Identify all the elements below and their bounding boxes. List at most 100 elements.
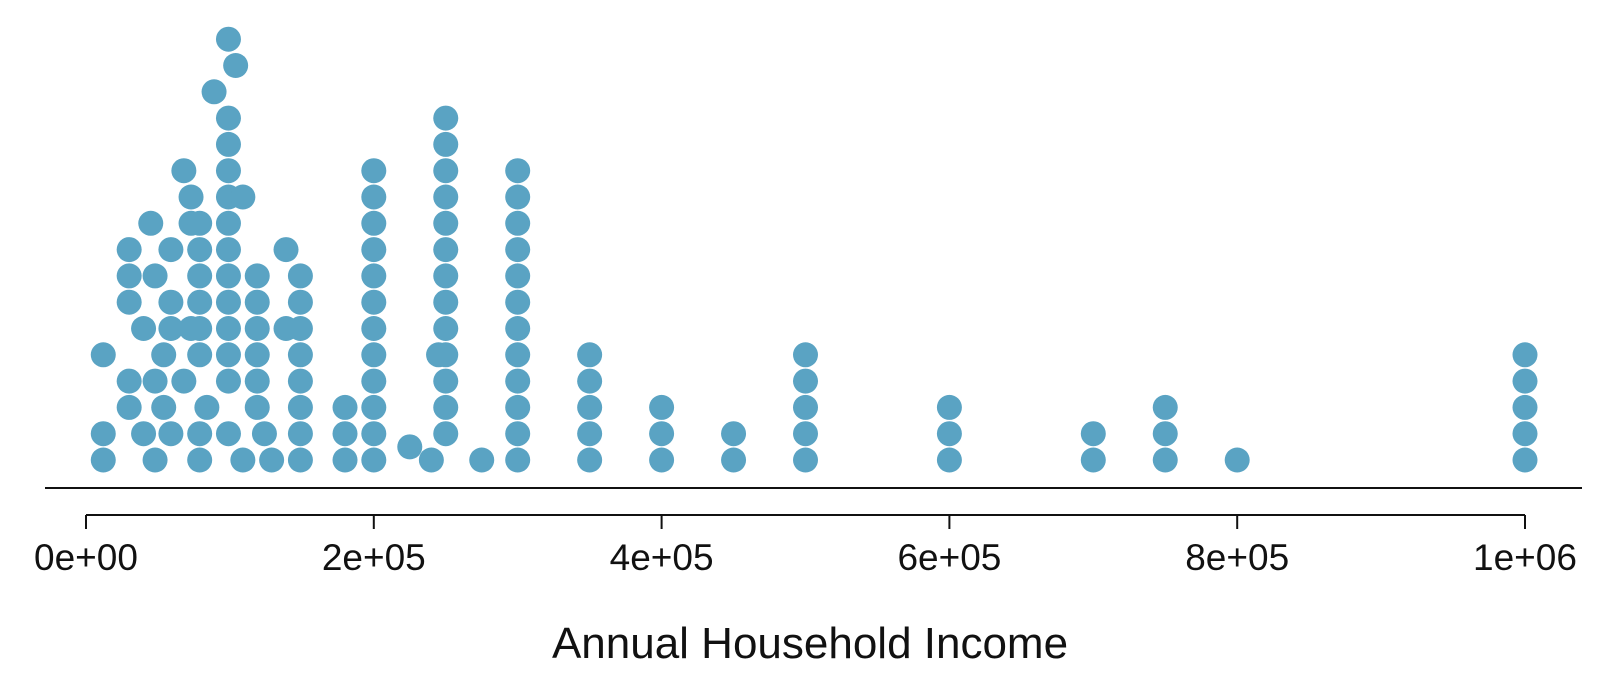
data-point <box>577 342 603 368</box>
data-point <box>505 447 531 473</box>
x-tick-label: 1e+06 <box>1473 537 1577 578</box>
data-point <box>1512 368 1538 394</box>
data-point <box>361 210 387 236</box>
data-point <box>287 394 313 420</box>
data-point <box>433 342 459 368</box>
x-axis: 0e+00 2e+05 4e+05 6e+05 8e+05 1e+06 <box>34 514 1577 578</box>
x-axis-label: Annual Household Income <box>552 619 1068 668</box>
data-point <box>361 368 387 394</box>
data-point <box>178 184 204 210</box>
data-point <box>215 421 241 447</box>
data-point <box>649 421 675 447</box>
data-point <box>187 447 213 473</box>
data-point <box>244 316 270 341</box>
data-point <box>244 289 270 315</box>
data-point <box>244 342 270 368</box>
data-point <box>332 447 358 473</box>
data-point <box>433 158 459 184</box>
data-point <box>230 184 256 210</box>
data-point <box>361 158 387 184</box>
data-point <box>1080 421 1106 447</box>
data-point <box>793 394 818 420</box>
data-point <box>433 105 459 131</box>
data-point <box>215 263 241 289</box>
data-point <box>433 263 459 289</box>
data-point <box>433 131 459 157</box>
data-point <box>273 237 299 263</box>
data-point <box>251 421 277 447</box>
data-point <box>361 184 387 210</box>
data-point <box>215 158 241 184</box>
x-tick-label: 6e+05 <box>897 537 1001 578</box>
data-point <box>201 79 227 105</box>
data-point <box>721 447 747 473</box>
data-point <box>1512 421 1538 447</box>
data-point <box>332 394 358 420</box>
data-point <box>936 394 962 420</box>
data-point <box>215 26 241 52</box>
data-point <box>1512 342 1538 368</box>
data-point <box>1512 394 1538 420</box>
data-point <box>215 105 241 131</box>
data-point <box>142 447 168 473</box>
data-point <box>361 342 387 368</box>
data-point <box>649 394 675 420</box>
data-point <box>215 368 241 394</box>
data-point <box>287 316 313 341</box>
data-point <box>1512 447 1538 473</box>
data-point <box>230 447 256 473</box>
data-point <box>577 368 603 394</box>
data-point <box>361 316 387 341</box>
data-point <box>158 289 184 315</box>
data-point <box>194 394 220 420</box>
data-point <box>936 447 962 473</box>
data-point <box>361 394 387 420</box>
data-point <box>505 421 531 447</box>
data-point <box>505 368 531 394</box>
data-point <box>793 342 818 368</box>
data-point <box>287 421 313 447</box>
data-point <box>505 263 531 289</box>
data-point <box>433 289 459 315</box>
data-point <box>505 184 531 210</box>
data-point <box>505 316 531 341</box>
data-point <box>187 237 213 263</box>
data-point <box>287 263 313 289</box>
data-point <box>158 421 184 447</box>
data-point <box>259 447 285 473</box>
data-point <box>577 394 603 420</box>
data-point <box>158 316 184 341</box>
data-point <box>793 447 818 473</box>
data-point <box>577 421 603 447</box>
data-point <box>361 447 387 473</box>
data-point <box>721 421 747 447</box>
data-point <box>505 289 531 315</box>
data-point <box>433 368 459 394</box>
dots-layer <box>90 26 1538 473</box>
data-point <box>332 421 358 447</box>
data-point <box>138 210 164 236</box>
data-point <box>187 289 213 315</box>
data-point <box>215 210 241 236</box>
data-point <box>1152 394 1178 420</box>
x-tick-label: 0e+00 <box>34 537 138 578</box>
data-point <box>287 368 313 394</box>
data-point <box>793 421 818 447</box>
data-point <box>131 316 157 341</box>
data-point <box>1080 447 1106 473</box>
data-point <box>287 342 313 368</box>
data-point <box>151 342 177 368</box>
data-point <box>577 447 603 473</box>
data-point <box>187 316 213 341</box>
data-point <box>244 368 270 394</box>
data-point <box>187 342 213 368</box>
data-point <box>397 434 423 460</box>
data-point <box>361 237 387 263</box>
data-point <box>116 368 142 394</box>
data-point <box>187 263 213 289</box>
x-tick-label: 2e+05 <box>322 537 426 578</box>
data-point <box>505 342 531 368</box>
data-point <box>215 316 241 341</box>
data-point <box>433 184 459 210</box>
